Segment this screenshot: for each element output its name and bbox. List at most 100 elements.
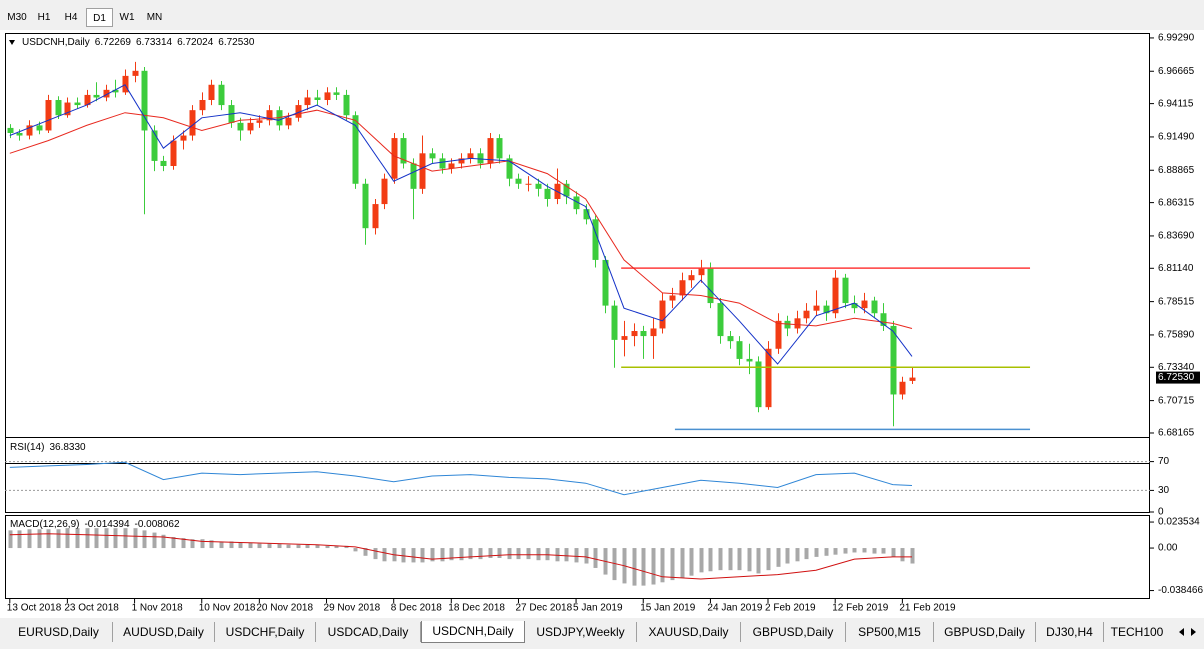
y-tick-label: 6.88865 (1158, 165, 1195, 176)
candle-body (84, 94, 91, 106)
chart-tab[interactable]: TECH100 (1110, 625, 1164, 639)
histogram-bar (200, 539, 205, 549)
candle-body (266, 110, 273, 121)
histogram-bar (27, 529, 32, 549)
x-tick-label: 21 Feb 2019 (899, 603, 956, 614)
chart-tab[interactable]: USDJPY,Weekly (525, 622, 637, 642)
histogram-bar (171, 537, 176, 549)
histogram-bar (612, 548, 617, 581)
histogram-bar (776, 548, 781, 567)
candle-body (295, 105, 302, 118)
chart-tab[interactable]: AUDUSD,Daily (113, 622, 215, 642)
candle-body (36, 125, 43, 131)
histogram-bar (334, 545, 339, 549)
timeframe-button[interactable]: MN (146, 12, 163, 23)
indicator-line (9, 84, 913, 365)
chart-tab[interactable]: SP500,M15 (846, 622, 934, 642)
histogram-bar (564, 548, 569, 562)
timeframe-button[interactable]: W1 (119, 12, 135, 23)
histogram-bar (440, 548, 445, 562)
timeframe-button[interactable]: D1 (86, 8, 113, 27)
histogram-bar (536, 548, 541, 561)
panel-header: USDCNH,Daily 6.72269 6.73314 6.72024 6.72530 (22, 37, 255, 48)
candle-body (458, 158, 465, 164)
histogram-bar (574, 548, 579, 563)
histogram-bar (545, 548, 550, 561)
histogram-bar (468, 548, 473, 560)
candle-body (659, 300, 666, 329)
candle-body (122, 75, 129, 93)
histogram-bar (680, 548, 685, 578)
candle-body (199, 100, 206, 111)
candle-body (650, 328, 657, 337)
histogram-bar (651, 548, 656, 585)
histogram-bar (824, 548, 829, 556)
candle-body (899, 381, 906, 395)
header-value: 6.72530 (218, 37, 255, 48)
indicator-line (9, 109, 913, 329)
candle-body (256, 120, 263, 123)
histogram-bar (353, 548, 358, 552)
histogram-bar (181, 538, 186, 549)
header-value: 36.8330 (49, 442, 86, 453)
timeframe-button[interactable]: M30 (7, 12, 27, 23)
y-tick-label: 30 (1158, 485, 1170, 496)
candle-body (784, 320, 791, 329)
candle-body (237, 122, 244, 131)
histogram-bar (785, 548, 790, 564)
candle-body (218, 84, 225, 106)
x-tick-label: 5 Jan 2019 (573, 603, 623, 614)
candle-body (621, 336, 628, 340)
histogram-bar (296, 544, 301, 549)
chart-tab[interactable]: EURUSD,Daily (5, 622, 113, 642)
histogram-bar (152, 532, 157, 549)
candle-body (170, 140, 177, 166)
candle-body (669, 295, 676, 301)
candle-body (391, 138, 398, 179)
histogram-bar (267, 543, 272, 549)
candle-body (755, 361, 762, 408)
timeframe-button[interactable]: H1 (37, 12, 51, 23)
panel-title: USDCNH,Daily (22, 37, 90, 48)
candle-body (64, 102, 71, 116)
chart-tab[interactable]: GBPUSD,Daily (741, 622, 846, 642)
histogram-bar (190, 539, 195, 549)
histogram-bar (670, 548, 675, 581)
candle-body (583, 209, 590, 220)
candle-body (823, 305, 830, 314)
chart-tab[interactable]: DJ30,H4 (1036, 622, 1104, 642)
histogram-bar (17, 530, 22, 549)
histogram-bar (113, 528, 118, 549)
candle-body (880, 313, 887, 326)
histogram-bar (257, 543, 262, 549)
chart-tab[interactable]: USDCHF,Daily (215, 622, 316, 642)
candle-body (525, 183, 532, 185)
panel-title: MACD(12,26,9) (10, 519, 79, 530)
histogram-bar (382, 548, 387, 562)
histogram-bar (449, 548, 454, 561)
histogram-bar (507, 548, 512, 560)
histogram-bar (238, 542, 243, 549)
y-tick-label: 6.99290 (1158, 33, 1195, 44)
candle-body (400, 138, 407, 164)
chart-tab[interactable]: XAUUSD,Daily (637, 622, 741, 642)
histogram-bar (891, 548, 896, 557)
tab-scroll[interactable] (1172, 622, 1202, 642)
timeframe-button[interactable]: H4 (64, 12, 78, 23)
chart-tab[interactable]: GBPUSD,Daily (934, 622, 1036, 642)
candle-body (794, 318, 801, 329)
candle-body (832, 277, 839, 314)
candle-body (803, 310, 810, 319)
candle-body (208, 84, 215, 100)
x-tick-label: 23 Oct 2018 (64, 603, 119, 614)
chart-tab[interactable]: USDCAD,Daily (316, 622, 421, 642)
candle-body (746, 358, 753, 362)
chart-tab[interactable]: USDCNH,Daily (421, 621, 525, 643)
y-tick-label: 6.78515 (1158, 296, 1195, 307)
histogram-bar (833, 548, 838, 555)
histogram-bar (584, 548, 589, 564)
histogram-bar (85, 528, 90, 549)
last-price-label: 6.72530 (1158, 372, 1195, 383)
collapse-icon[interactable] (9, 40, 15, 45)
y-tick-label: 0 (1158, 507, 1164, 518)
